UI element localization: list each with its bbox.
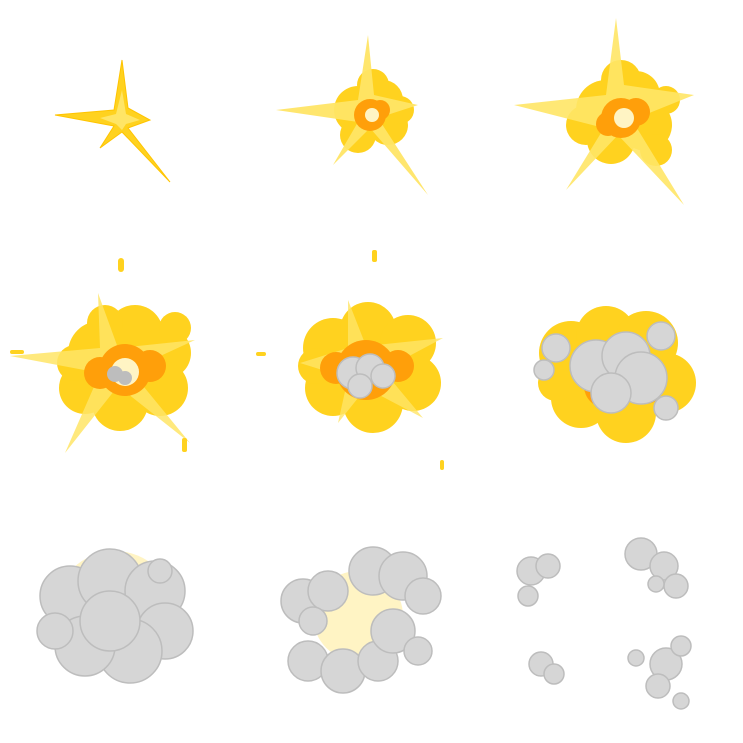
frame-4-fireball-full <box>0 248 247 495</box>
smoke-fire-icon <box>533 306 696 443</box>
frame-2-ignition <box>248 0 495 247</box>
frame-7-smoke-cloud <box>0 496 247 743</box>
frame-8-smoke-breaking <box>248 496 495 743</box>
frame-9-smoke-dissipating <box>496 496 743 743</box>
frame-1-flash <box>0 0 247 247</box>
frame-3-fireball-growing <box>496 0 743 247</box>
frame-6-smoke-over-fire <box>496 248 743 495</box>
fireball-large-icon <box>10 258 195 453</box>
smoke-cloud-icon <box>36 548 194 684</box>
fireball-smoke-icon <box>256 250 444 470</box>
smoke-puffs-icon <box>516 537 692 710</box>
frame-5-fireball-smoke <box>248 248 495 495</box>
ignition-burst-icon <box>276 35 428 195</box>
fireball-icon <box>514 18 694 205</box>
smoke-breaking-icon <box>280 546 442 694</box>
flash-star-icon <box>54 59 171 183</box>
